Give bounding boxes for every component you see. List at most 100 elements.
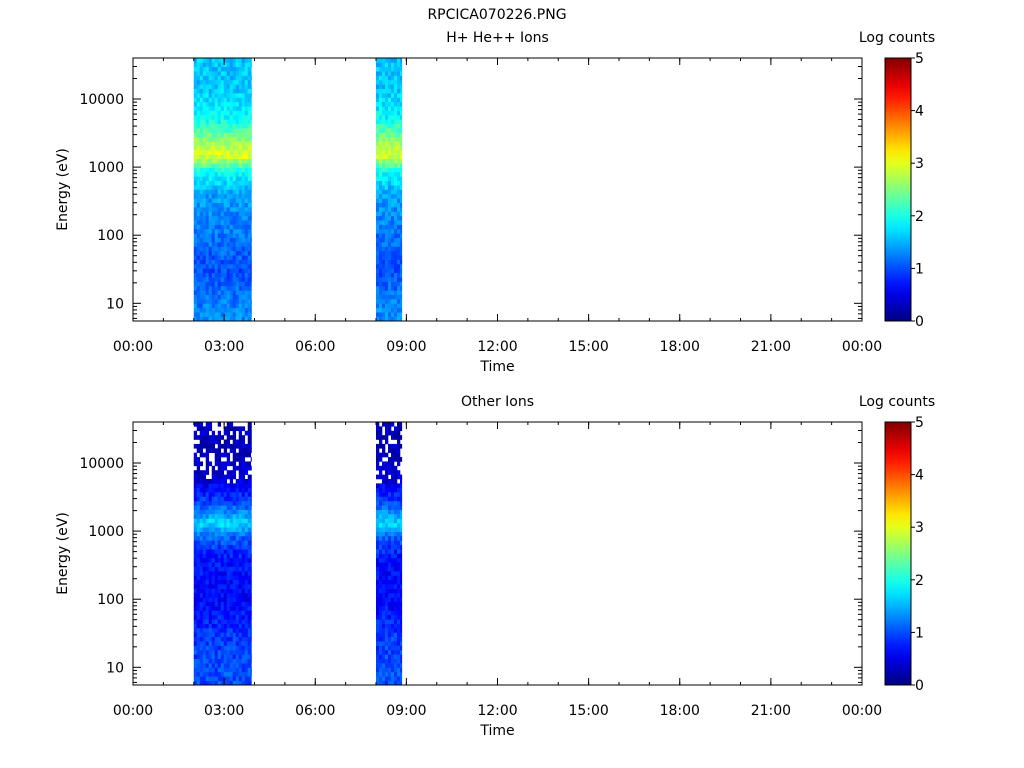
heatmap-cell	[196, 150, 201, 155]
heatmap-cell	[397, 71, 401, 76]
heatmap-cell	[217, 579, 222, 585]
heatmap-cell	[388, 285, 392, 291]
heatmap-cell	[379, 171, 383, 177]
heatmap-cell	[250, 158, 252, 164]
heatmap-cell	[226, 430, 231, 436]
heatmap-cell	[232, 584, 237, 589]
heatmap-cell	[394, 430, 398, 436]
heatmap-cell	[232, 198, 237, 203]
heatmap-cell	[226, 649, 231, 655]
heatmap-cell	[379, 575, 383, 581]
heatmap-cell	[397, 193, 401, 199]
heatmap-cell	[220, 272, 225, 278]
heatmap-cell	[205, 544, 210, 550]
heatmap-cell	[223, 272, 228, 278]
heatmap-cell	[193, 237, 198, 243]
heatmap-cell	[382, 207, 386, 212]
heatmap-cell	[235, 237, 240, 243]
heatmap-cell	[244, 641, 249, 646]
heatmap-cell	[250, 294, 252, 300]
heatmap-cell	[244, 193, 249, 199]
heatmap-cell	[376, 500, 380, 506]
heatmap-cell	[193, 500, 198, 506]
heatmap-cell	[382, 540, 386, 546]
heatmap-cell	[193, 277, 198, 282]
heatmap-cell	[235, 307, 240, 313]
heatmap-cell	[238, 588, 243, 594]
heatmap-cell	[199, 422, 204, 427]
heatmap-cell	[391, 509, 395, 515]
heatmap-cell	[247, 658, 252, 664]
heatmap-cell	[379, 71, 383, 76]
heatmap-cell	[391, 114, 395, 120]
heatmap-cell	[250, 246, 252, 252]
heatmap-cell	[388, 268, 392, 274]
heatmap-cell	[379, 211, 383, 217]
heatmap-cell	[244, 299, 249, 304]
heatmap-cell	[223, 119, 228, 125]
heatmap-cell	[382, 180, 386, 186]
heatmap-cell	[385, 228, 389, 234]
heatmap-cell	[376, 141, 380, 146]
heatmap-cell	[229, 66, 234, 72]
heatmap-cell	[391, 619, 395, 624]
heatmap-cell	[250, 592, 252, 598]
heatmap-cell	[238, 228, 243, 234]
heatmap-cell	[391, 641, 395, 646]
heatmap-cell	[232, 71, 237, 76]
heatmap-cell	[223, 667, 228, 673]
heatmap-cell	[217, 562, 222, 567]
heatmap-cell	[202, 557, 207, 563]
heatmap-cell	[376, 58, 380, 63]
heatmap-cell	[205, 211, 210, 217]
heatmap-cell	[391, 645, 395, 651]
heatmap-cell	[226, 562, 231, 567]
heatmap-cell	[232, 285, 237, 291]
heatmap-cell	[388, 544, 392, 550]
heatmap-cell	[217, 211, 222, 217]
heatmap-cell	[202, 478, 207, 484]
heatmap-cell	[235, 84, 240, 89]
heatmap-cell	[379, 531, 383, 537]
heatmap-cell	[229, 671, 234, 677]
heatmap-cell	[250, 636, 252, 642]
heatmap-cell	[382, 579, 386, 585]
heatmap-cell	[220, 496, 225, 502]
heatmap-cell	[214, 128, 219, 133]
heatmap-cell	[193, 680, 198, 686]
heatmap-cell	[214, 628, 219, 633]
heatmap-cell	[202, 264, 207, 269]
heatmap-cell	[391, 220, 395, 225]
heatmap-cell	[394, 597, 398, 603]
heatmap-cell	[229, 549, 234, 554]
heatmap-cell	[223, 478, 228, 484]
heatmap-cell	[226, 136, 231, 142]
heatmap-cell	[232, 452, 237, 458]
heatmap-cell	[238, 136, 243, 142]
heatmap-cell	[400, 255, 403, 260]
heatmap-cell	[217, 316, 222, 322]
heatmap-cell	[250, 667, 252, 673]
heatmap-cell	[232, 171, 237, 177]
heatmap-cell	[397, 658, 401, 664]
heatmap-cell	[400, 193, 403, 199]
heatmap-cell	[205, 478, 210, 484]
heatmap-cell	[397, 224, 401, 230]
heatmap-cell	[208, 654, 213, 659]
heatmap-cell	[235, 167, 240, 173]
heatmap-cell	[379, 207, 383, 212]
heatmap-cell	[199, 84, 204, 89]
heatmap-cell	[208, 527, 213, 532]
heatmap-cell	[391, 163, 395, 168]
heatmap-cell	[229, 123, 234, 129]
heatmap-cell	[241, 207, 246, 212]
heatmap-cell	[199, 619, 204, 624]
heatmap-cell	[235, 509, 240, 515]
heatmap-cell	[250, 496, 252, 502]
heatmap-cell	[208, 88, 213, 94]
heatmap-cell	[220, 193, 225, 199]
heatmap-cell	[208, 303, 213, 309]
heatmap-cell	[376, 250, 380, 256]
heatmap-cell	[202, 636, 207, 642]
heatmap-cell	[385, 185, 389, 190]
